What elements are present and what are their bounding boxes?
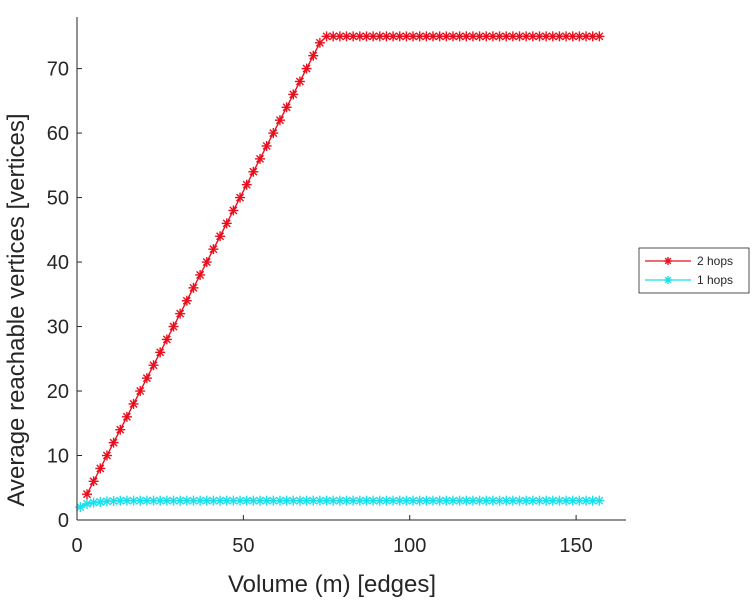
data-point [228, 205, 239, 216]
data-point [521, 31, 532, 42]
data-point [274, 495, 285, 506]
data-point [135, 386, 146, 397]
data-point [188, 282, 199, 293]
data-point [394, 31, 405, 42]
series-2-hops [81, 31, 605, 500]
data-point [308, 50, 319, 61]
data-point [181, 495, 192, 506]
data-point [288, 89, 299, 100]
data-point [168, 495, 179, 506]
data-point [115, 424, 126, 435]
series-line [86, 35, 600, 495]
data-point [95, 463, 106, 474]
data-point [527, 495, 538, 506]
legend-label: 2 hops [697, 254, 733, 268]
series-1-hops [75, 495, 605, 513]
data-point [248, 166, 259, 177]
data-point [168, 321, 179, 332]
data-point [121, 411, 132, 422]
data-point [128, 398, 139, 409]
x-tick-label: 150 [559, 535, 592, 557]
data-point [115, 495, 126, 506]
data-point [454, 495, 465, 506]
y-tick-label: 20 [47, 381, 69, 403]
legend-marker [664, 276, 672, 284]
data-point [461, 31, 472, 42]
y-tick-label: 70 [47, 59, 69, 81]
data-point [334, 495, 345, 506]
data-point [88, 476, 99, 487]
y-tick-label: 10 [47, 446, 69, 468]
y-tick-label: 60 [47, 123, 69, 145]
x-tick-label: 50 [232, 535, 254, 557]
data-point [241, 179, 252, 190]
data-point [235, 192, 246, 203]
data-point [261, 140, 272, 151]
x-tick-label: 0 [71, 535, 82, 557]
data-point [161, 334, 172, 345]
y-tick-label: 0 [58, 510, 69, 532]
data-point [81, 498, 92, 509]
data-point [281, 102, 292, 113]
data-point [461, 495, 472, 506]
legend-box [638, 247, 750, 294]
y-tick-label: 40 [47, 252, 69, 274]
legend-marker [664, 257, 672, 265]
data-point [241, 495, 252, 506]
data-point [594, 31, 605, 42]
legend-label: 1 hops [697, 273, 733, 287]
data-point [294, 76, 305, 87]
data-point [587, 31, 598, 42]
y-tick-label: 30 [47, 317, 69, 339]
data-point [494, 31, 505, 42]
data-point [268, 495, 279, 506]
data-point [121, 495, 132, 506]
data-point [321, 495, 332, 506]
data-point [594, 495, 605, 506]
data-point [581, 495, 592, 506]
data-point [554, 31, 565, 42]
data-point [547, 495, 558, 506]
data-point [155, 347, 166, 358]
data-point [201, 257, 212, 268]
data-point [561, 495, 572, 506]
data-point [215, 231, 226, 242]
data-point [314, 37, 325, 48]
data-point [394, 495, 405, 506]
data-point [128, 495, 139, 506]
axes-layer: 0 50 100 150 0 10 20 30 40 50 60 70 [47, 17, 626, 557]
data-point [141, 373, 152, 384]
data-point [181, 295, 192, 306]
data-point [228, 495, 239, 506]
data-point [274, 115, 285, 126]
y-tick-label: 50 [47, 188, 69, 210]
data-point [108, 437, 119, 448]
data-point [148, 360, 159, 371]
data-point [527, 31, 538, 42]
data-point [374, 31, 385, 42]
data-point [221, 218, 232, 229]
data-point [255, 495, 265, 506]
x-tick-label: 100 [393, 535, 426, 557]
y-axis-label: Average reachable vertices [vertices] [3, 113, 30, 506]
data-point [255, 153, 265, 164]
legend: 2 hops 1 hops [638, 247, 750, 294]
data-point [581, 31, 592, 42]
data-point [268, 128, 279, 139]
data-point [175, 308, 186, 319]
x-axis-label: Volume (m) [edges] [228, 571, 436, 598]
data-point [301, 63, 312, 74]
data-point [81, 489, 92, 500]
data-point [428, 495, 439, 506]
data-point [534, 31, 545, 42]
data-point [574, 31, 585, 42]
data-point [208, 244, 219, 255]
data-point [101, 450, 112, 461]
data-point [195, 269, 206, 280]
series-layer [75, 31, 605, 513]
data-point [401, 495, 412, 506]
data-point [155, 495, 166, 506]
